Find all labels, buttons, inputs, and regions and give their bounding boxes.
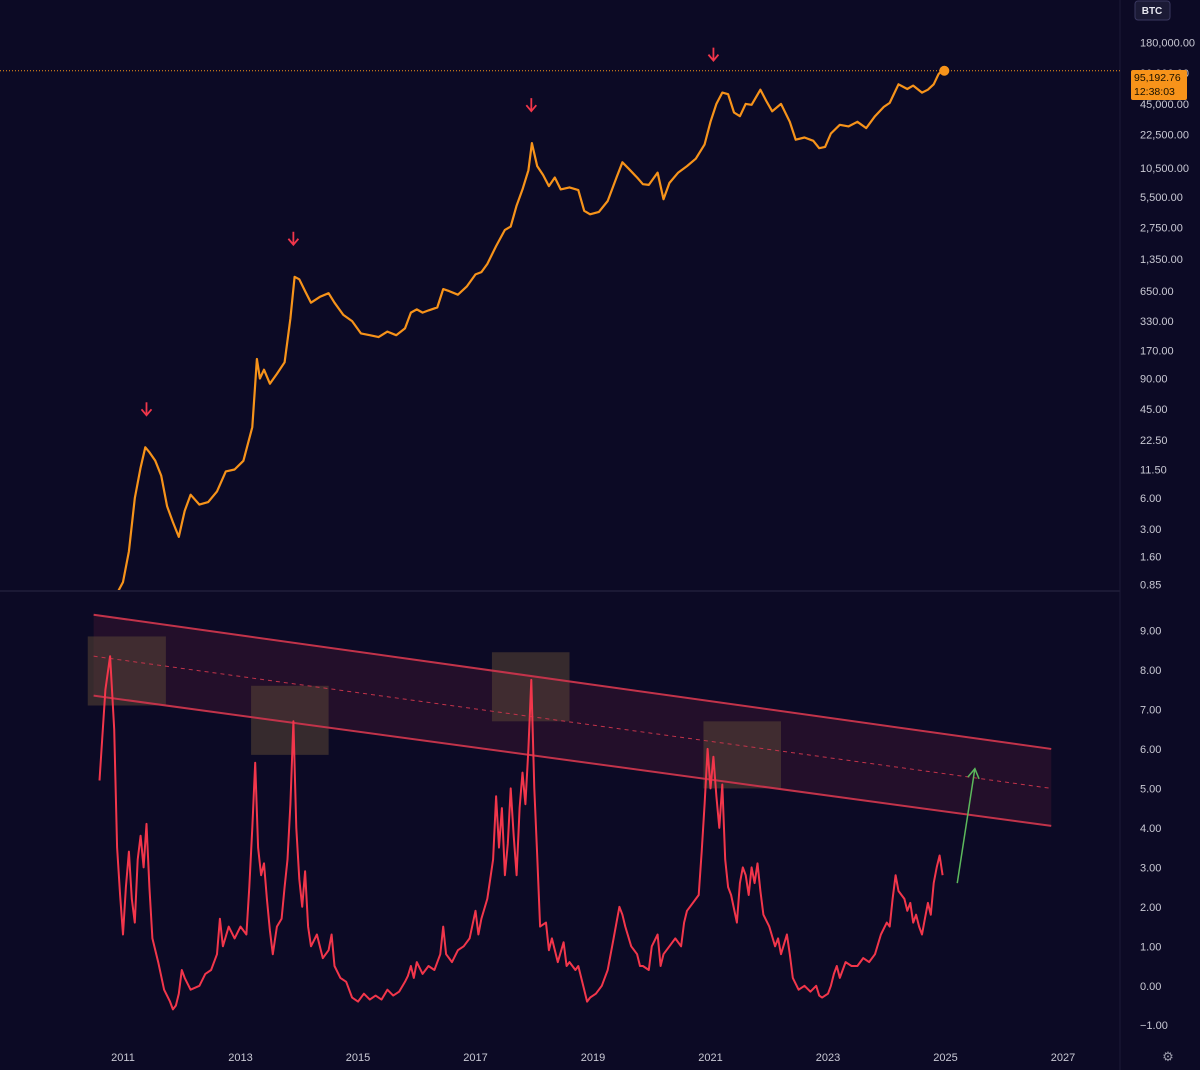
peak-marker-head — [707, 54, 720, 63]
price-axis-tick-label: 22.50 — [1140, 435, 1168, 447]
peak-highlight-box — [87, 636, 166, 706]
ticker-badge[interactable]: BTC — [1134, 0, 1171, 21]
price-axis-tick-label: 45,000.00 — [1140, 99, 1189, 111]
price-value: 95,192.76 — [1134, 72, 1181, 84]
channel-fill — [93, 614, 1052, 826]
price-axis-tick-label: 3.00 — [1140, 524, 1161, 536]
price-line — [117, 68, 945, 590]
price-axis-tick-label: 90.00 — [1140, 374, 1168, 386]
peak-marker-head — [140, 408, 153, 417]
price-axis-tick-label: 5,500.00 — [1140, 192, 1183, 204]
settings-button[interactable]: ⚙ — [1162, 1050, 1174, 1065]
time-axis-tick-label: 2019 — [581, 1052, 605, 1064]
price-badge: 95,192.76 12:38:03 — [1131, 70, 1187, 100]
peak-marker-arrow — [707, 47, 720, 63]
ticker-label: BTC — [1142, 6, 1163, 17]
peak-marker-arrow — [287, 231, 300, 247]
oscillator-axis-tick-label: 7.00 — [1140, 704, 1161, 716]
oscillator-axis-tick-label: 1.00 — [1140, 941, 1161, 953]
time-axis-tick-label: 2013 — [228, 1052, 252, 1064]
gear-icon: ⚙ — [1162, 1050, 1174, 1065]
price-pane — [0, 47, 1120, 590]
oscillator-axis-tick-label: 3.00 — [1140, 862, 1161, 874]
price-axis-tick-label: 1.60 — [1140, 552, 1161, 564]
peak-marker-arrow — [140, 402, 153, 417]
peak-highlight-box — [251, 685, 329, 755]
peak-marker-head — [525, 104, 538, 113]
price-axis-tick-label: 45.00 — [1140, 404, 1168, 416]
projection-arrow-head — [967, 767, 980, 780]
time-axis-tick-label: 2027 — [1051, 1052, 1075, 1064]
peak-marker-arrow — [525, 98, 538, 113]
oscillator-axis-tick-label: 2.00 — [1140, 902, 1161, 914]
price-axis-tick-label: 2,750.00 — [1140, 222, 1183, 234]
time-axis-tick-label: 2017 — [463, 1052, 487, 1064]
oscillator-axis-tick-label: 9.00 — [1140, 626, 1161, 638]
time-axis-tick-label: 2015 — [346, 1052, 370, 1064]
oscillator-axis-tick-label: 6.00 — [1140, 744, 1161, 756]
time-axis-tick-label: 2023 — [816, 1052, 840, 1064]
channel-lower-line — [93, 694, 1052, 827]
oscillator-axis-tick-label: 0.00 — [1140, 981, 1161, 993]
price-axis-tick-label: 170.00 — [1140, 345, 1174, 357]
price-axis-tick-label: 22,500.00 — [1140, 129, 1189, 141]
price-axis-tick-label: 180,000.00 — [1140, 38, 1195, 50]
projection-arrow-shaft — [956, 768, 976, 884]
last-price-dot — [939, 65, 950, 76]
peak-marker-head — [287, 238, 300, 247]
price-axis-tick-label: 330.00 — [1140, 316, 1174, 328]
price-countdown: 12:38:03 — [1134, 86, 1175, 98]
price-axis-tick-label: 11.50 — [1140, 464, 1167, 476]
oscillator-line — [98, 655, 944, 1011]
price-axis-tick-label: 0.85 — [1140, 580, 1161, 592]
time-axis-tick-label: 2021 — [698, 1052, 722, 1064]
oscillator-axis-tick-label: 5.00 — [1140, 783, 1161, 795]
oscillator-axis-tick-label: −1.00 — [1140, 1020, 1168, 1032]
oscillator-axis-tick-label: 8.00 — [1140, 665, 1161, 677]
channel-upper-line — [93, 613, 1052, 750]
price-axis-tick-label: 650.00 — [1140, 286, 1174, 298]
price-axis-tick-label: 10,500.00 — [1140, 163, 1189, 175]
channel-middle-line — [93, 655, 1052, 789]
price-axis-tick-label: 1,350.00 — [1140, 254, 1183, 266]
time-axis-tick-label: 2011 — [111, 1052, 135, 1064]
time-axis-tick-label: 2025 — [933, 1052, 957, 1064]
price-axis-tick-label: 6.00 — [1140, 493, 1161, 505]
oscillator-axis-tick-label: 4.00 — [1140, 823, 1161, 835]
projection-arrow — [956, 767, 980, 884]
oscillator-pane — [87, 613, 1052, 1011]
peak-highlight-box — [703, 721, 781, 789]
